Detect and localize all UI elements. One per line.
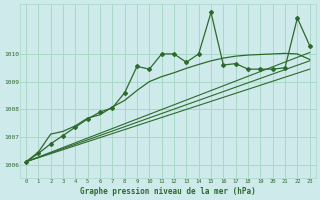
X-axis label: Graphe pression niveau de la mer (hPa): Graphe pression niveau de la mer (hPa)	[80, 187, 256, 196]
